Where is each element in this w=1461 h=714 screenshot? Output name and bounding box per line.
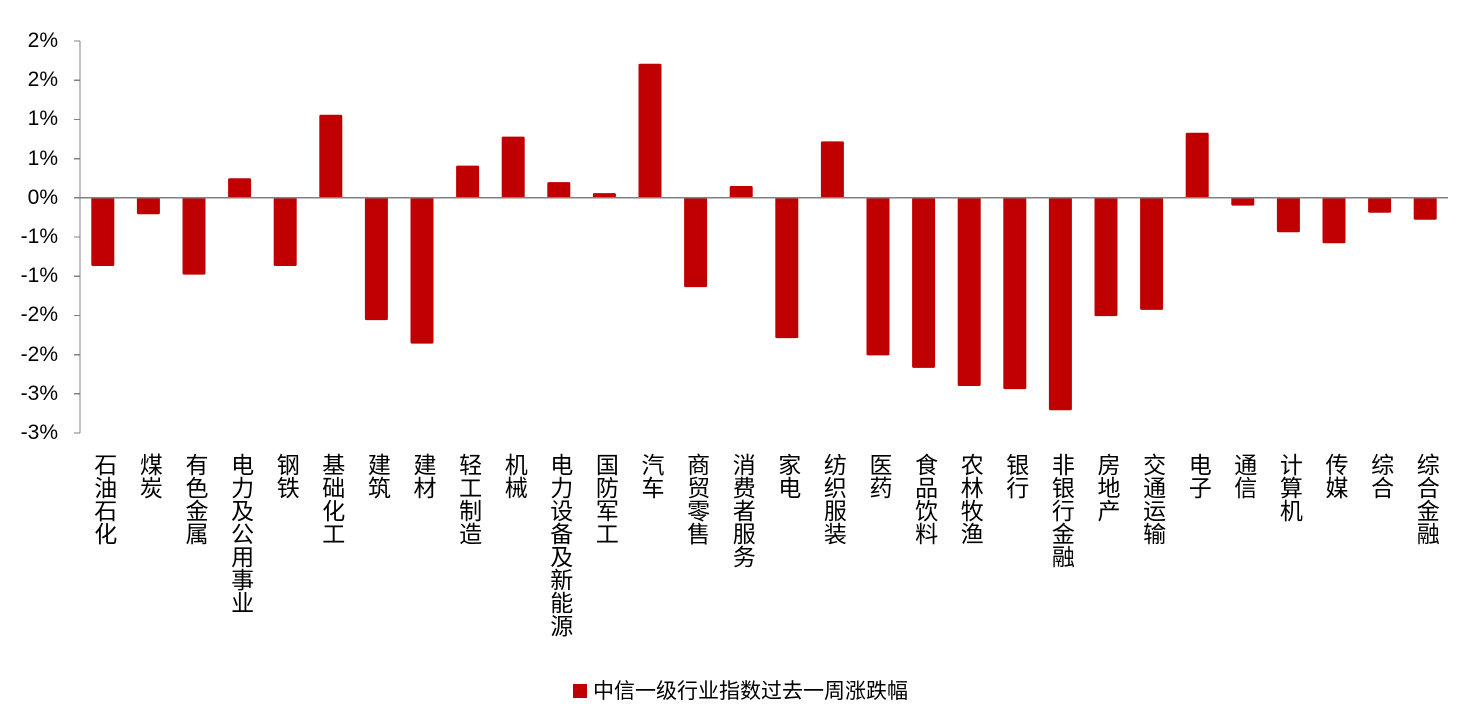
bar (1231, 197, 1255, 206)
x-tick-label: 综合 (1366, 453, 1393, 499)
bar (547, 182, 571, 198)
x-tick-label: 房地产 (1093, 453, 1119, 522)
bar (729, 186, 753, 198)
x-tick-label: 纺织服装 (819, 453, 846, 545)
bar (1322, 197, 1346, 244)
bar (228, 178, 252, 198)
bar (501, 136, 525, 198)
x-tick-label: 电力设备及新能源 (545, 453, 572, 637)
legend: 中信一级行业指数过去一周涨跌幅 (573, 678, 908, 704)
bar (273, 197, 297, 267)
x-tick-label: 食品饮料 (910, 453, 937, 545)
x-tick-label: 计算机 (1275, 453, 1302, 522)
bar-series (91, 63, 1437, 411)
x-tick-label: 国防军工 (591, 453, 618, 545)
y-tick-label: -1% (20, 264, 58, 288)
bar (456, 165, 480, 198)
bar (91, 197, 115, 267)
x-tick-label: 银行 (1001, 453, 1028, 499)
x-tick-label: 农林牧渔 (956, 453, 983, 545)
bar (410, 197, 434, 344)
x-tick-label: 家电 (773, 453, 800, 499)
x-tick-label: 有色金属 (181, 453, 207, 545)
y-tick-label: -3% (20, 381, 58, 405)
x-tick-label: 商贸零售 (682, 453, 709, 545)
x-tick-label: 建材 (409, 453, 435, 499)
bar (1048, 197, 1072, 411)
y-tick-label: -3% (20, 421, 58, 444)
x-tick-label: 传媒 (1321, 453, 1347, 499)
legend-label: 中信一级行业指数过去一周涨跌幅 (593, 679, 908, 703)
bar (1003, 197, 1027, 390)
bar (364, 197, 388, 321)
bar (1276, 197, 1300, 233)
x-tick-label: 消费者服务 (728, 453, 755, 568)
x-tick-label: 综合金融 (1412, 453, 1439, 545)
bar (912, 197, 936, 368)
x-tick-label: 石油石化 (89, 453, 116, 545)
bar (638, 63, 662, 198)
x-tick-label: 机械 (500, 453, 527, 499)
bar (319, 114, 343, 198)
y-tick-label: 2% (27, 29, 58, 52)
x-tick-label: 煤炭 (135, 453, 162, 499)
x-tick-label: 轻工制造 (454, 453, 481, 545)
x-tick-label: 电力及公用事业 (226, 453, 253, 614)
bar (1185, 132, 1209, 198)
bar (1140, 197, 1164, 310)
bar (1413, 197, 1437, 220)
y-tick-label: 2% (27, 68, 58, 92)
y-tick-label: -2% (20, 303, 58, 327)
bar (592, 193, 616, 198)
bar (775, 197, 799, 339)
bar (1094, 197, 1118, 317)
bar (136, 197, 160, 215)
legend-swatch (573, 684, 587, 698)
x-tick-label: 钢铁 (272, 453, 299, 499)
x-tick-label: 非银行金融 (1047, 453, 1074, 568)
x-tick-label: 医药 (865, 453, 891, 499)
x-tick-label: 交通运输 (1138, 453, 1165, 545)
x-tick-label: 通信 (1229, 453, 1256, 499)
x-tick-label: 建筑 (363, 453, 390, 499)
bar (820, 141, 844, 198)
x-tick-label: 基础化工 (317, 453, 344, 545)
x-tick-label: 电子 (1184, 453, 1211, 499)
y-tick-label: 1% (27, 107, 58, 131)
y-tick-label: 1% (27, 146, 58, 170)
y-tick-label: -2% (20, 342, 58, 366)
bar (957, 197, 981, 386)
y-tick-label: -1% (20, 225, 58, 248)
bar (1368, 197, 1392, 213)
y-tick-label: 0% (27, 185, 58, 209)
x-tick-label: 汽车 (637, 453, 663, 499)
bar (182, 197, 206, 275)
bar (684, 197, 708, 288)
bar (866, 197, 890, 356)
y-axis (74, 40, 81, 434)
